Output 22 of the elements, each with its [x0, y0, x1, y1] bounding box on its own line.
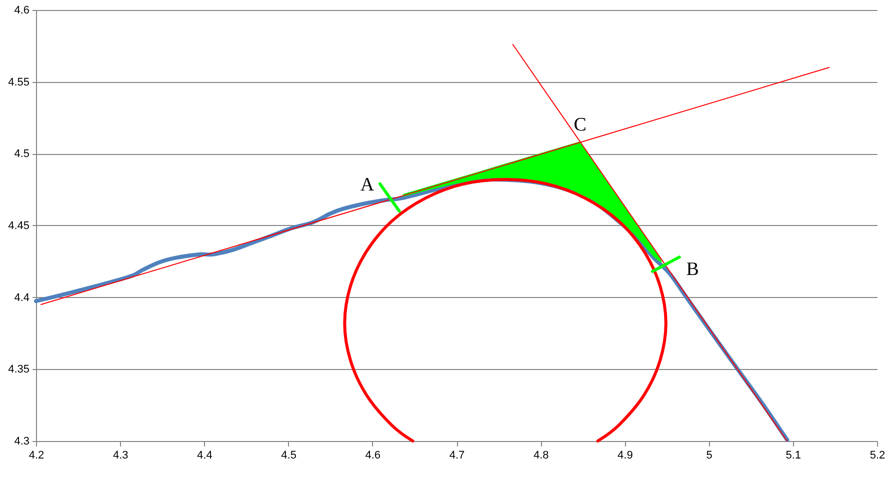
x-tick-label: 5 — [706, 450, 712, 462]
x-tick-label: 4.7 — [449, 450, 465, 462]
x-tick-label: 4.9 — [618, 450, 633, 462]
y-tick-label: 4.35 — [8, 364, 30, 376]
x-tick-label: 4.5 — [281, 450, 296, 462]
y-tick-label: 4.3 — [14, 436, 30, 448]
x-tick-label: 4.6 — [365, 450, 381, 462]
y-tick-label: 4.55 — [8, 76, 30, 88]
line-series — [343, 178, 668, 442]
y-tick-label: 4.4 — [14, 292, 30, 304]
x-tick-label: 5.1 — [786, 450, 802, 462]
x-tick-label: 4.8 — [533, 450, 549, 462]
y-tick-label: 4.5 — [14, 148, 30, 160]
annotation: B — [686, 258, 699, 280]
annotation: A — [360, 174, 374, 196]
annotation: C — [574, 114, 586, 136]
x-tick-label: 4.4 — [197, 450, 212, 462]
x-tick-label: 5.2 — [870, 450, 886, 462]
y-tick-label: 4.45 — [8, 220, 30, 232]
y-tick-label: 4.6 — [14, 4, 30, 16]
x-tick-label: 4.3 — [112, 450, 128, 462]
x-tick-label: 4.2 — [28, 450, 44, 462]
